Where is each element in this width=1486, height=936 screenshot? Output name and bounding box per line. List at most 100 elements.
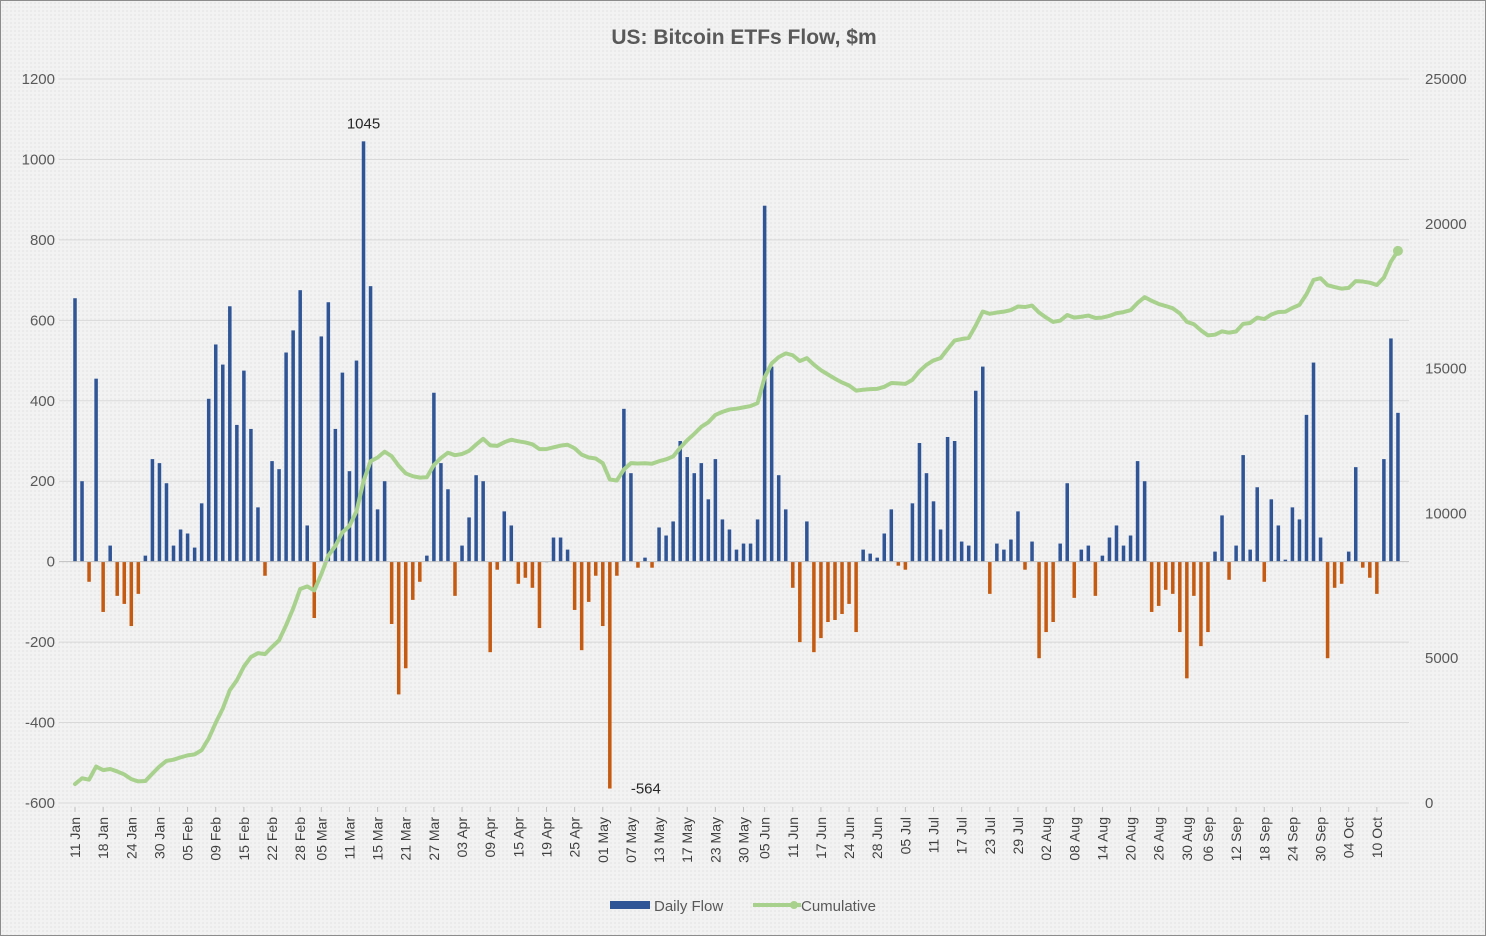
bar: [1086, 545, 1091, 562]
legend: Daily Flow Cumulative: [610, 898, 876, 915]
bar: [558, 537, 563, 562]
bar: [150, 459, 155, 562]
y-right-tick-label: 0: [1425, 795, 1433, 812]
x-tick-label: 17 Jun: [813, 817, 829, 859]
bar: [1389, 338, 1393, 562]
x-tick-label: 29 Jul: [1010, 817, 1026, 854]
bar: [671, 521, 675, 562]
bar: [1107, 537, 1112, 562]
bar: [1227, 561, 1231, 580]
bar: [861, 549, 865, 562]
bar: [340, 372, 345, 562]
bar: [284, 352, 288, 562]
bar: [446, 489, 450, 562]
x-tick-label: 20 Aug: [1123, 817, 1139, 861]
bar: [333, 428, 338, 562]
bar: [981, 366, 985, 562]
bar: [1396, 412, 1400, 562]
y-right-tick-label: 10000: [1425, 505, 1467, 522]
bar: [298, 290, 302, 562]
bar: [319, 336, 324, 562]
bar: [1002, 549, 1006, 562]
bar: [1023, 561, 1027, 570]
bar: [206, 398, 211, 562]
gridlines: [59, 78, 1409, 804]
bar: [115, 561, 119, 596]
bar: [305, 525, 309, 562]
bar: [917, 443, 922, 562]
bar: [389, 561, 394, 625]
bar: [192, 547, 197, 562]
bar: [840, 561, 844, 614]
bar: [1037, 561, 1041, 659]
bar: [678, 441, 682, 562]
bar: [516, 561, 521, 584]
bar: [1044, 561, 1048, 633]
x-tick-label: 11 Jul: [926, 817, 942, 853]
bar: [213, 344, 218, 562]
bar: [1051, 561, 1055, 622]
bar: [270, 461, 274, 562]
bar: [1121, 545, 1126, 562]
bar: [579, 561, 584, 651]
bar: [910, 503, 915, 562]
bar: [221, 364, 225, 562]
bar: [847, 561, 851, 604]
bar: [1065, 483, 1069, 562]
bar: [1361, 561, 1365, 568]
bar: [903, 561, 908, 570]
legend-label-cumulative: Cumulative: [801, 898, 876, 915]
bar: [474, 475, 478, 562]
bar: [80, 481, 84, 562]
bar: [403, 561, 408, 669]
bar: [1185, 561, 1189, 679]
bar: [1283, 559, 1288, 562]
x-tick-label: 28 Jun: [869, 817, 885, 859]
bar: [1276, 525, 1281, 562]
bar: [896, 561, 901, 566]
line-series-cumulative: [73, 245, 1403, 787]
y-left-tick-label: -400: [25, 715, 55, 732]
x-tick-label: 15 Feb: [236, 817, 252, 861]
bar: [685, 457, 689, 562]
bar: [776, 475, 781, 562]
bar: [875, 557, 879, 562]
bar: [467, 517, 471, 562]
bar: [277, 469, 281, 562]
bar: [1353, 467, 1358, 562]
bar: [1241, 455, 1245, 562]
x-tick-label: 24 Jan: [123, 817, 139, 859]
bar: [1171, 561, 1175, 594]
x-tick-label: 30 Aug: [1179, 817, 1195, 861]
bar: [882, 533, 887, 562]
x-tick-label: 18 Sep: [1256, 817, 1272, 862]
bar: [368, 286, 373, 562]
bar: [952, 441, 957, 562]
bar: [1255, 487, 1259, 562]
x-tick-label: 08 Aug: [1066, 817, 1082, 861]
x-tick-label: 18 Jan: [95, 817, 111, 859]
bar: [1332, 561, 1337, 588]
legend-label-daily-flow: Daily Flow: [654, 898, 723, 915]
bar: [727, 529, 732, 562]
x-tick-label: 02 Aug: [1038, 817, 1054, 861]
bar: [256, 507, 260, 562]
bar: [601, 561, 605, 627]
x-tick-label: 06 Sep: [1200, 817, 1216, 862]
bar: [418, 561, 422, 582]
y-left-tick-label: 600: [30, 312, 55, 329]
x-tick-label: 19 Apr: [538, 817, 554, 858]
data-label: 1045: [347, 115, 380, 132]
bar: [664, 535, 668, 562]
y-left-tick-label: -600: [25, 795, 55, 812]
bar: [748, 543, 753, 562]
bar: [945, 436, 950, 562]
y-left-tick-label: 400: [30, 393, 55, 410]
bar: [1128, 535, 1133, 562]
bar: [819, 561, 823, 639]
bar: [551, 537, 556, 562]
bar: [1100, 555, 1105, 562]
y-right-tick-label: 20000: [1425, 216, 1467, 233]
bar: [242, 370, 246, 562]
